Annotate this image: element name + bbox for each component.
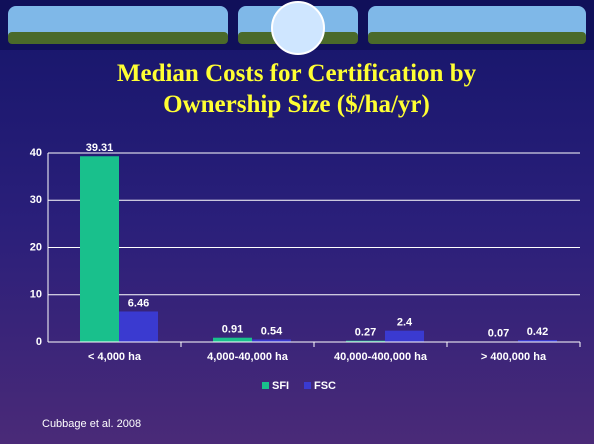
data-label: 39.31	[86, 142, 114, 154]
data-label: 0.42	[527, 326, 548, 338]
x-tick-label: > 400,000 ha	[481, 351, 547, 363]
bar	[80, 156, 119, 342]
y-tick-label: 10	[30, 289, 42, 301]
bar	[346, 340, 385, 342]
legend-label: SFI	[272, 380, 289, 392]
x-tick-label: 40,000-400,000 ha	[334, 351, 428, 363]
bar	[518, 340, 557, 342]
banner-land	[368, 32, 586, 44]
bar	[213, 337, 252, 342]
data-label: 0.91	[222, 324, 243, 336]
legend-swatch	[304, 382, 311, 389]
banner-land	[8, 32, 228, 44]
y-tick-label: 30	[30, 194, 42, 206]
bar	[252, 339, 291, 342]
y-tick-label: 40	[30, 147, 42, 159]
x-tick-label: 4,000-40,000 ha	[207, 351, 289, 363]
data-label: 6.46	[128, 297, 149, 309]
globe	[271, 1, 325, 55]
y-tick-label: 20	[30, 241, 42, 253]
data-label: 0.07	[488, 328, 509, 340]
bar	[385, 330, 424, 342]
x-tick-label: < 4,000 ha	[88, 351, 142, 363]
source: Cubbage et al. 2008	[42, 418, 142, 430]
y-tick-label: 0	[36, 336, 42, 348]
data-label: 0.54	[261, 325, 283, 337]
bar	[119, 311, 158, 342]
legend-label: FSC	[314, 380, 336, 392]
legend-swatch	[262, 382, 269, 389]
data-label: 0.27	[355, 327, 376, 339]
data-label: 2.4	[397, 317, 413, 329]
chart-title: Median Costs for Certification by Owners…	[116, 60, 477, 118]
